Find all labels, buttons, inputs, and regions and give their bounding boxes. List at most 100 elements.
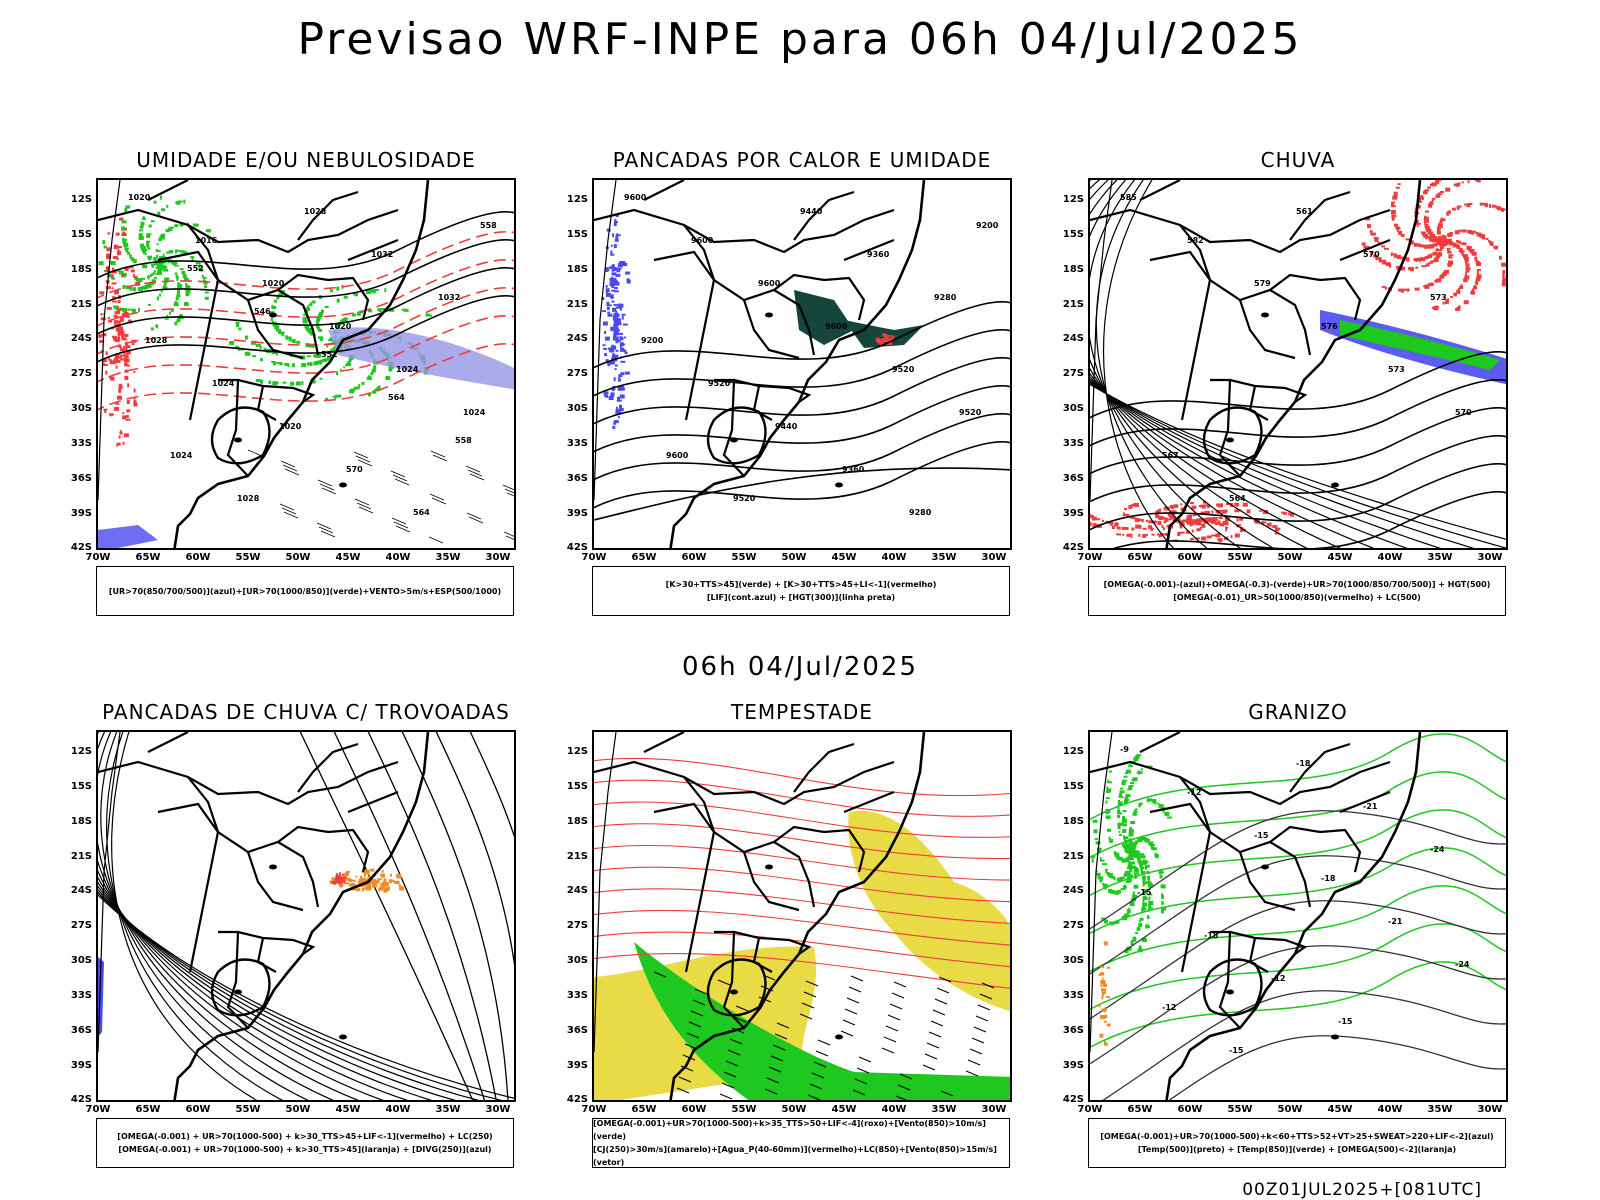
lat-tick-label: 24S — [566, 333, 588, 344]
contour-label: -18 — [1321, 874, 1336, 883]
panel-title: PANCADAS DE CHUVA C/ TROVOADAS — [102, 700, 510, 724]
run-time-label: 00Z01JUL2025+[081UTC] — [1242, 1180, 1482, 1200]
lat-tick-label: 39S — [566, 508, 588, 519]
lat-tick-label: 21S — [566, 851, 588, 862]
panel-title: TEMPESTADE — [731, 700, 873, 724]
contour-label: 1016 — [195, 236, 218, 245]
legend-line: [Temp(500)](preto) + [Temp(850)](verde) … — [1137, 1145, 1457, 1154]
contour-label: 9600 — [825, 322, 848, 331]
legend-line: [OMEGA(-0.001) + UR>70(1000-500) + k>30_… — [118, 1145, 492, 1154]
lat-tick-label: 12S — [566, 194, 588, 205]
contour-label: 567 — [1162, 451, 1179, 460]
lat-tick-label: 21S — [70, 851, 92, 862]
lon-tick-label: 65W — [1127, 1104, 1153, 1115]
lon-tick-label: 60W — [185, 1104, 211, 1115]
contour-label: 1020 — [262, 279, 285, 288]
lon-tick-label: 35W — [1427, 1104, 1453, 1115]
contour-label: 1020 — [128, 193, 151, 202]
lon-tick-label: 70W — [581, 552, 607, 563]
lon-tick-label: 40W — [1377, 552, 1403, 563]
lat-tick-label: 27S — [70, 368, 92, 379]
contour-label: 9280 — [909, 508, 932, 517]
lat-tick-label: 21S — [566, 299, 588, 310]
lat-tick-label: 15S — [566, 781, 588, 792]
lon-tick-label: 55W — [731, 1104, 757, 1115]
lat-tick-label: 33S — [566, 990, 588, 1001]
map-frame — [592, 730, 1012, 1102]
lat-tick-label: 27S — [566, 920, 588, 931]
contour-label: 564 — [1229, 494, 1246, 503]
lat-tick-label: 18S — [70, 816, 92, 827]
contour-label: 9360 — [867, 250, 890, 259]
contour-label: 570 — [346, 465, 363, 474]
lat-tick-label: 39S — [1062, 508, 1084, 519]
lat-tick-label: 30S — [70, 403, 92, 414]
contour-label: -18 — [1204, 931, 1219, 940]
lat-tick-label: 27S — [566, 368, 588, 379]
lat-tick-label: 15S — [566, 229, 588, 240]
lon-tick-label: 35W — [435, 552, 461, 563]
lat-tick-label: 18S — [70, 264, 92, 275]
contour-label: 9520 — [733, 494, 756, 503]
legend-line: [OMEGA(-0.001) + UR>70(1000-500) + k>30_… — [117, 1132, 493, 1141]
map-canvas: 9600 9600 9600 9600 9520 9520 9600 9520 9440 9360… — [594, 180, 1010, 548]
contour-label: 9520 — [892, 365, 915, 374]
contour-label: -24 — [1430, 845, 1445, 854]
contour-label: 1028 — [237, 494, 260, 503]
contour-label: 1028 — [145, 336, 168, 345]
lat-tick-label: 24S — [1062, 885, 1084, 896]
contour-label: 9440 — [775, 422, 798, 431]
contour-label: 564 — [413, 508, 430, 517]
lon-tick-label: 35W — [435, 1104, 461, 1115]
lon-tick-label: 35W — [1427, 552, 1453, 563]
contour-label: -12 — [1187, 788, 1201, 797]
lat-tick-label: 42S — [70, 1094, 92, 1105]
lat-tick-label: 24S — [70, 333, 92, 344]
contour-label: 1032 — [371, 250, 393, 259]
lat-tick-label: 36S — [1062, 1025, 1084, 1036]
lon-tick-label: 55W — [1227, 552, 1253, 563]
lat-tick-label: 15S — [70, 781, 92, 792]
lat-tick-label: 12S — [1062, 194, 1084, 205]
lat-tick-label: 18S — [566, 264, 588, 275]
lat-tick-label: 33S — [566, 438, 588, 449]
contour-label: 9520 — [959, 408, 982, 417]
contour-label: -12 — [1271, 974, 1285, 983]
contour-label: 546 — [254, 307, 271, 316]
contour-label: 9520 — [708, 379, 731, 388]
map-frame: 585 582 579 576 573 570 567 564 561 570 573 — [1088, 178, 1508, 550]
lon-tick-label: 30W — [1477, 1104, 1503, 1115]
contour-label: 9280 — [934, 293, 957, 302]
lon-tick-label: 35W — [931, 552, 957, 563]
contour-label: 1020 — [329, 322, 352, 331]
lat-tick-label: 42S — [70, 542, 92, 553]
legend-line: [OMEGA(-0.001)-(azul)+OMEGA(-0.3)-(verde… — [1103, 580, 1491, 589]
lon-tick-label: 35W — [931, 1104, 957, 1115]
lat-tick-label: 30S — [1062, 955, 1084, 966]
contour-label: 9440 — [800, 207, 823, 216]
map-canvas — [98, 732, 514, 1100]
lon-tick-label: 60W — [1177, 1104, 1203, 1115]
lat-tick-label: 18S — [1062, 816, 1084, 827]
panel-legend: [OMEGA(-0.001) + UR>70(1000-500) + k>30_… — [96, 1118, 514, 1168]
lon-tick-label: 70W — [581, 1104, 607, 1115]
lon-tick-label: 60W — [185, 552, 211, 563]
lat-tick-label: 33S — [70, 990, 92, 1001]
lon-tick-label: 50W — [285, 552, 311, 563]
contour-label: 9600 — [666, 451, 689, 460]
lat-tick-label: 42S — [566, 1094, 588, 1105]
legend-line: [OMEGA(-0.01)_UR>50(1000/850)(vermelho) … — [1173, 593, 1421, 602]
lon-tick-label: 45W — [335, 1104, 361, 1115]
contour-label: 1024 — [170, 451, 193, 460]
lat-tick-label: 33S — [1062, 990, 1084, 1001]
panel-legend: [OMEGA(-0.001)-(azul)+OMEGA(-0.3)-(verde… — [1088, 566, 1506, 616]
lon-tick-label: 45W — [1327, 552, 1353, 563]
contour-label: 561 — [1296, 207, 1313, 216]
lon-tick-label: 70W — [85, 1104, 111, 1115]
legend-line: [LIF](cont.azul) + [HGT(300)](linha pret… — [706, 593, 896, 602]
contour-label: 570 — [1455, 408, 1472, 417]
lat-tick-label: 36S — [70, 1025, 92, 1036]
lon-tick-label: 45W — [831, 552, 857, 563]
contour-label: 9200 — [976, 221, 999, 230]
contour-label: 1032 — [438, 293, 460, 302]
